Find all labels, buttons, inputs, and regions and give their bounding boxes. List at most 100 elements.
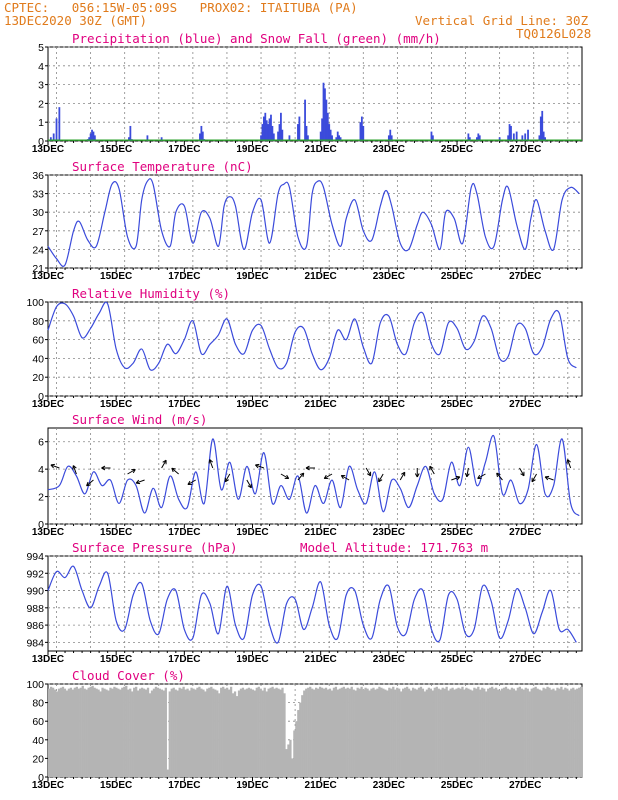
y-tick-label: 80 (32, 698, 44, 710)
wind-arrow (127, 469, 136, 475)
cloud-bar (342, 686, 345, 777)
x-tick-label: 15DEC (100, 527, 132, 538)
cloud-bar (540, 690, 543, 777)
x-tick-label: 13DEC (32, 654, 64, 665)
cloud-bar (89, 686, 92, 777)
wind-arrow-head (225, 479, 229, 483)
cloud-bar (491, 686, 494, 777)
x-tick-label: 17DEC (168, 654, 200, 665)
cloud-bar (261, 690, 264, 777)
panel-frame (47, 46, 583, 142)
cloud-bar (87, 687, 90, 777)
x-tick-label: 15DEC (100, 271, 132, 282)
cloud-bar (455, 688, 458, 777)
x-tick-label: 17DEC (168, 399, 200, 410)
precip-bar (478, 135, 481, 141)
x-tick-label: 17DEC (168, 144, 200, 155)
x-tick-label: 21DEC (305, 144, 337, 155)
cloud-bar (105, 689, 108, 777)
cloud-bar (160, 689, 164, 777)
cloud-bar (174, 689, 177, 777)
cloud-bar (390, 688, 393, 777)
cloud-bar (415, 689, 419, 777)
cloud-bar (394, 689, 397, 777)
precip-bar (297, 124, 299, 141)
precip-bar (324, 88, 326, 141)
x-tick-label: 15DEC (100, 780, 132, 791)
wind-arrow-head (171, 468, 174, 473)
cloud-bar (419, 686, 423, 777)
y-tick-label: 5 (38, 42, 44, 54)
wind-arrow-head (456, 476, 461, 481)
y-tick-label: 24 (32, 244, 44, 256)
wind-arrow (496, 472, 503, 481)
cloud-bar (384, 689, 387, 777)
cloud-bar (75, 686, 78, 777)
wind-arrow (466, 467, 469, 477)
cloud-bar (518, 686, 521, 777)
cloud-bar (257, 686, 260, 777)
cloud-bar (449, 688, 452, 777)
wind-arrow-head (247, 485, 252, 489)
wind-arrow-head (416, 473, 420, 478)
wind-arrow-head (72, 465, 74, 470)
cloud-bar (115, 687, 118, 777)
cloud-bar (253, 690, 256, 777)
cloud-bar (530, 688, 533, 777)
wind-arrow (187, 479, 196, 485)
precip-bar (58, 107, 61, 141)
precip-bar (476, 137, 478, 141)
cloud-bar (243, 689, 247, 777)
precip-bar (261, 124, 264, 141)
cloud-bar (148, 693, 152, 777)
cloud-bar (534, 686, 537, 777)
precip-bar (539, 116, 542, 141)
cloud-bar (129, 688, 132, 777)
cloud-bar (493, 688, 496, 777)
precip-bar (430, 131, 433, 141)
precip-bar (328, 124, 331, 141)
cloud-bar (71, 689, 75, 777)
cloud-bar (352, 689, 355, 777)
precip-bar (305, 125, 308, 141)
x-tick-label: 19DEC (236, 527, 268, 538)
cloud-bar (202, 689, 205, 777)
cloud-bar (469, 689, 472, 777)
wind-arrow (280, 473, 289, 479)
x-tick-label: 19DEC (236, 654, 268, 665)
y-tick-label: 40 (32, 735, 44, 747)
cloud-bar (360, 686, 363, 777)
cloud-bar (249, 688, 253, 777)
wind-arrow-head (401, 471, 405, 475)
cloud-bar (354, 690, 357, 777)
series-line (47, 301, 577, 371)
cloud-bar (190, 687, 193, 777)
y-tick-label: 21 (32, 263, 44, 275)
wind-arrow-head (429, 465, 434, 469)
wind-arrow-head (302, 473, 305, 478)
cloud-bar (437, 688, 440, 777)
cloud-bar (285, 749, 288, 777)
wind-arrow-head (544, 476, 549, 481)
cloud-bar (49, 686, 53, 777)
cloud-bar (224, 688, 227, 777)
cloud-bar (55, 691, 59, 777)
cloud-bar (135, 686, 138, 777)
precip-bar (431, 135, 434, 141)
wind-arrow-head (465, 472, 468, 478)
cloud-bar (388, 687, 391, 777)
cloud-bar (562, 689, 565, 777)
precip-bar (49, 137, 52, 141)
cloud-bar (297, 710, 300, 777)
cloud-bar (313, 689, 316, 777)
cloud-bar (239, 688, 243, 777)
cloud-bar (374, 689, 377, 777)
precip-bar (524, 133, 527, 141)
cloud-bar (536, 688, 539, 777)
cloud-bar (315, 687, 318, 777)
cloud-bar (293, 730, 296, 777)
precip-bar (477, 133, 480, 141)
cloud-bar (382, 688, 385, 777)
precip-bar (527, 129, 529, 141)
cloud-bar (220, 687, 223, 777)
